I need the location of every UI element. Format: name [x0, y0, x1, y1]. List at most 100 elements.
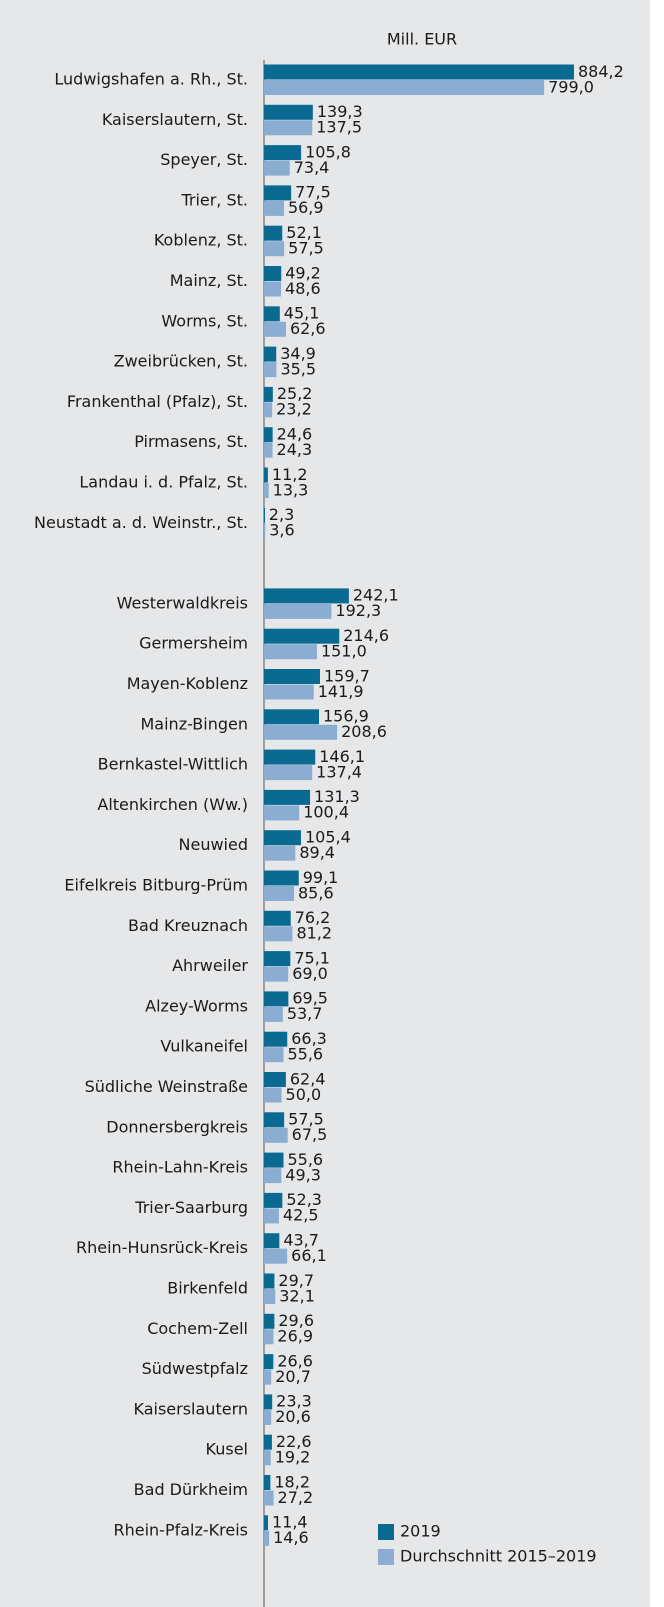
category-label: Mainz, St. — [170, 271, 248, 290]
bar — [264, 306, 280, 322]
category-label: Speyer, St. — [160, 150, 248, 169]
category-label: Rhein-Pfalz-Kreis — [113, 1520, 248, 1539]
value-label: 26,9 — [277, 1327, 313, 1346]
bar — [264, 483, 269, 498]
value-label: 2,3 — [269, 505, 294, 524]
category-label: Kaiserslautern — [134, 1399, 249, 1418]
bar — [264, 507, 265, 523]
value-label: 43,7 — [283, 1230, 319, 1249]
value-label: 77,5 — [295, 183, 331, 202]
value-label: 76,2 — [295, 908, 331, 927]
bar — [264, 346, 277, 362]
value-label: 100,4 — [303, 803, 349, 822]
bar — [264, 80, 545, 95]
value-label: 52,3 — [286, 1190, 322, 1209]
value-label: 49,2 — [285, 263, 321, 282]
value-label: 89,4 — [299, 843, 335, 862]
bar — [264, 1515, 268, 1531]
bar — [264, 241, 285, 257]
category-label: Kusel — [206, 1440, 248, 1459]
bar — [264, 1087, 282, 1103]
bar — [264, 1072, 286, 1087]
value-label: 57,5 — [288, 1110, 324, 1129]
value-label: 48,6 — [285, 279, 321, 298]
category-label: Bernkastel-Wittlich — [98, 755, 248, 774]
category-label: Neuwied — [179, 835, 248, 854]
value-label: 24,3 — [277, 440, 313, 459]
value-label: 19,2 — [275, 1447, 311, 1466]
value-label: 159,7 — [324, 666, 370, 685]
bar — [264, 1354, 274, 1370]
bar — [264, 145, 302, 161]
value-label: 14,6 — [273, 1528, 309, 1547]
bar — [264, 200, 284, 216]
bar — [264, 523, 266, 539]
bar — [264, 1031, 288, 1047]
category-label: Germersheim — [139, 634, 248, 653]
bar — [264, 951, 291, 967]
value-label: 151,0 — [321, 641, 367, 660]
bar — [264, 1490, 274, 1506]
bar — [264, 1248, 288, 1264]
value-label: 23,2 — [276, 400, 312, 419]
bar — [264, 1434, 272, 1450]
bar — [264, 749, 316, 765]
value-label: 85,6 — [298, 883, 334, 902]
value-label: 57,5 — [288, 238, 324, 257]
value-label: 22,6 — [276, 1432, 312, 1451]
bar — [264, 644, 317, 660]
value-label: 146,1 — [319, 747, 365, 766]
bar — [264, 886, 295, 901]
value-label: 20,6 — [275, 1407, 311, 1426]
bar — [264, 1450, 271, 1466]
bar — [264, 1047, 284, 1063]
value-label: 66,1 — [291, 1246, 327, 1265]
value-label: 29,7 — [278, 1271, 314, 1290]
value-label: 13,3 — [273, 480, 309, 499]
bar — [264, 628, 340, 644]
category-label: Mainz-Bingen — [141, 714, 249, 733]
value-label: 884,2 — [578, 62, 624, 81]
value-label: 55,6 — [287, 1044, 323, 1063]
bar — [264, 926, 293, 942]
value-label: 3,6 — [269, 521, 294, 540]
bar — [264, 830, 301, 846]
value-label: 73,4 — [294, 158, 330, 177]
category-label: Birkenfeld — [167, 1279, 248, 1298]
bar — [264, 1369, 272, 1385]
category-label: Landau i. d. Pfalz, St. — [79, 473, 248, 492]
bar — [264, 724, 338, 740]
value-label: 26,6 — [277, 1351, 313, 1370]
value-label: 99,1 — [303, 868, 339, 887]
category-label: Pirmasens, St. — [134, 432, 248, 451]
value-label: 23,3 — [276, 1392, 312, 1411]
value-label: 25,2 — [277, 384, 313, 403]
bar — [264, 1273, 275, 1289]
category-label: Altenkirchen (Ww.) — [97, 795, 248, 814]
value-label: 62,6 — [290, 319, 326, 338]
value-label: 29,6 — [278, 1311, 314, 1330]
bar — [264, 64, 574, 80]
legend-swatch — [378, 1549, 394, 1565]
category-label: Trier, St. — [180, 190, 248, 209]
bar — [264, 669, 320, 684]
value-label: 35,5 — [280, 359, 316, 378]
value-label: 11,4 — [272, 1513, 308, 1532]
category-label: Alzey-Worms — [145, 996, 248, 1015]
category-label: Ludwigshafen a. Rh., St. — [54, 70, 248, 89]
value-label: 214,6 — [343, 626, 389, 645]
legend-swatch — [378, 1524, 394, 1540]
bar — [264, 805, 300, 821]
bar — [264, 1313, 275, 1329]
bar — [264, 362, 277, 378]
value-label: 45,1 — [284, 304, 320, 323]
value-label: 192,3 — [335, 601, 381, 620]
bar — [264, 402, 273, 418]
category-label: Vulkaneifel — [160, 1037, 248, 1056]
bar — [264, 386, 273, 402]
bar — [264, 966, 289, 982]
bar — [264, 467, 268, 483]
category-label: Südliche Weinstraße — [85, 1077, 248, 1096]
value-label: 141,9 — [318, 682, 364, 701]
bar — [264, 1192, 283, 1208]
